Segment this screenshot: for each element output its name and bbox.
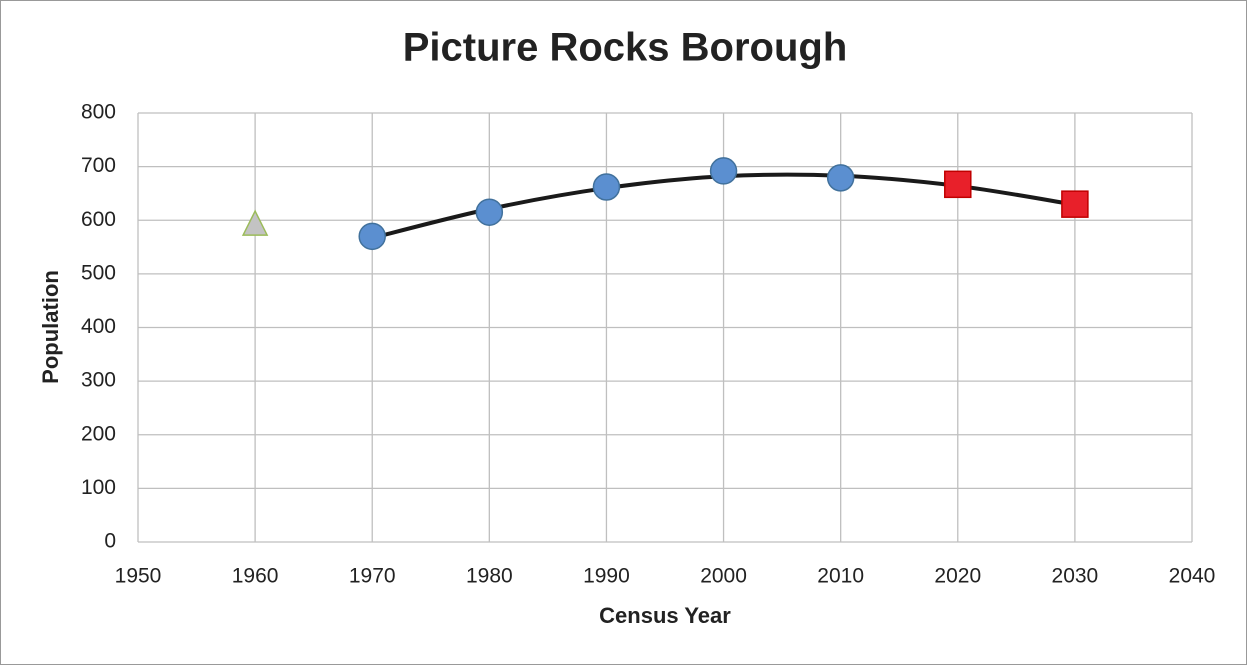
- x-tick-label: 1970: [349, 565, 396, 588]
- y-tick-label: 0: [104, 530, 116, 553]
- x-tick-label: 2010: [817, 565, 864, 588]
- x-tick-label: 2030: [1052, 565, 1099, 588]
- y-tick-label: 400: [81, 315, 116, 338]
- square-marker: [944, 170, 972, 199]
- circle-marker: [475, 198, 504, 226]
- chart-title: Picture Rocks Borough: [403, 26, 848, 70]
- y-tick-label: 800: [81, 101, 116, 124]
- x-tick-label: 1990: [583, 565, 630, 588]
- y-tick-label: 600: [81, 208, 116, 231]
- y-axis-label: Population: [38, 270, 63, 384]
- x-tick-label: 1980: [466, 565, 513, 588]
- x-tick-label: 1960: [232, 565, 279, 588]
- y-tick-label: 300: [81, 369, 116, 392]
- square-marker: [1061, 190, 1089, 218]
- x-axis-label: Census Year: [599, 603, 731, 628]
- x-tick-label: 2000: [700, 565, 747, 588]
- triangle-marker: [241, 209, 269, 236]
- y-tick-label: 200: [81, 422, 116, 445]
- circle-marker: [709, 157, 738, 185]
- y-tick-label: 700: [81, 154, 116, 177]
- y-tick-label: 500: [81, 261, 116, 284]
- circle-marker: [826, 164, 855, 192]
- y-tick-label: 100: [81, 476, 116, 499]
- circle-marker: [358, 222, 386, 251]
- x-tick-label: 2020: [934, 565, 981, 588]
- circle-marker: [592, 173, 621, 201]
- x-tick-label: 2040: [1169, 565, 1216, 588]
- x-tick-label: 1950: [115, 565, 162, 588]
